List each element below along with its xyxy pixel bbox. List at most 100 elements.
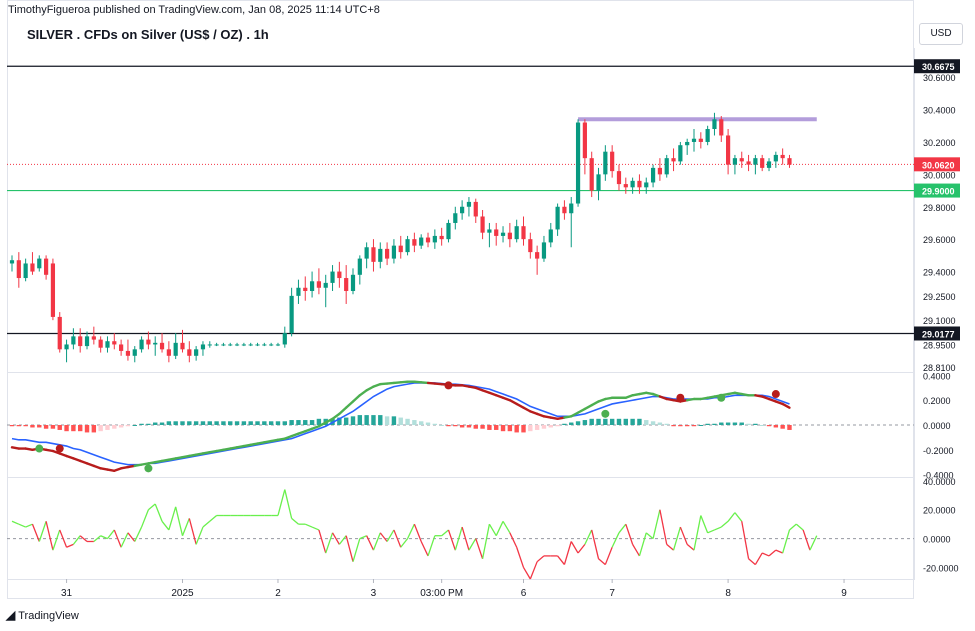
macd-histogram-bar — [159, 422, 165, 425]
oscillator-axis-tick: 0.0000 — [923, 535, 951, 545]
macd-cross-marker — [771, 390, 780, 399]
macd-line-segment — [590, 400, 600, 407]
price-axis-tick: 28.8100 — [923, 363, 956, 373]
macd-line-segment — [65, 454, 75, 460]
time-axis-tick: 03:00 PM — [420, 588, 463, 599]
candle-body — [487, 229, 492, 233]
oscillator-line-segment — [604, 547, 613, 565]
macd-histogram-bar — [98, 425, 103, 432]
oscillator-line-segment — [120, 532, 129, 548]
macd-histogram-bar — [78, 425, 83, 432]
macd-line-segment — [372, 382, 382, 388]
tradingview-brand[interactable]: ◢ TradingView — [6, 608, 79, 622]
macd-histogram-bar — [371, 415, 376, 425]
macd-histogram-bar — [166, 421, 172, 425]
currency-button[interactable]: USD — [919, 23, 963, 45]
macd-line-segment — [338, 406, 348, 416]
candle-body — [269, 344, 274, 346]
oscillator-line-segment — [461, 526, 470, 551]
macd-histogram-bar — [23, 425, 28, 427]
candle-body — [214, 344, 219, 346]
candle — [439, 227, 444, 246]
candle-body — [521, 226, 526, 240]
candle-body — [364, 247, 369, 259]
symbol-title[interactable]: SILVER . CFDs on Silver (US$ / OZ) . 1h — [27, 27, 269, 42]
candle — [139, 336, 144, 353]
oscillator-line-segment — [454, 526, 463, 551]
candle — [207, 341, 212, 348]
oscillator-line-segment — [618, 523, 627, 534]
candle — [398, 235, 403, 259]
candle-body — [57, 316, 62, 350]
candle-body — [589, 158, 594, 191]
time-axis-tick: 9 — [841, 588, 847, 599]
candle — [589, 151, 594, 198]
macd-line-segment — [508, 399, 518, 406]
macd-axis-tick: 0.0000 — [923, 421, 951, 431]
macd-histogram-bar — [268, 421, 274, 425]
candle-body — [548, 229, 553, 243]
candle-body — [685, 141, 690, 146]
candle — [630, 177, 635, 194]
oscillator-line-segment — [366, 535, 375, 551]
oscillator-line-segment — [413, 523, 422, 542]
macd-histogram-bar — [316, 418, 322, 425]
candle-body — [234, 344, 240, 346]
macd-histogram-bar — [289, 420, 294, 425]
candle — [453, 206, 458, 230]
macd-line-segment — [761, 395, 771, 401]
macd-histogram-bar — [112, 425, 117, 429]
macd-histogram-bar — [773, 425, 779, 428]
candle — [487, 222, 492, 248]
candle-body — [678, 145, 683, 162]
candle — [480, 210, 485, 240]
candle — [364, 242, 369, 269]
macd-histogram-bar — [671, 425, 676, 427]
candle-body — [112, 341, 117, 345]
oscillator-line-segment — [632, 544, 640, 557]
candle-body — [514, 226, 519, 240]
macd-line-segment — [317, 421, 327, 428]
macd-cross-marker — [676, 393, 685, 402]
candle-body — [610, 151, 615, 172]
candle — [289, 287, 294, 337]
candle-body — [330, 271, 335, 283]
oscillator-line-segment — [379, 532, 388, 542]
macd-histogram-bar — [384, 416, 390, 425]
macd-histogram-bar — [309, 420, 315, 425]
current-price-label: 30.0620 — [922, 160, 955, 170]
oscillator-line-segment — [516, 547, 525, 568]
candle-body — [569, 203, 574, 214]
macd-histogram-bar — [650, 421, 656, 425]
price-axis-tick: 30.4000 — [923, 106, 956, 116]
candle — [664, 154, 669, 178]
macd-histogram-bar — [153, 422, 158, 425]
candle — [234, 342, 240, 347]
candle-body — [698, 138, 703, 142]
macd-cross-marker — [144, 464, 153, 473]
macd-histogram-bar — [343, 417, 349, 425]
macd-histogram-bar — [473, 425, 478, 429]
macd-histogram-bar — [582, 420, 588, 425]
level-price-label: 29.0177 — [922, 329, 955, 339]
oscillator-line-segment — [475, 538, 484, 560]
macd-line-segment — [344, 400, 355, 409]
candle-body — [228, 344, 233, 346]
oscillator-line-segment — [134, 526, 143, 542]
oscillator-line-segment — [318, 529, 327, 554]
oscillator-line-segment — [591, 529, 600, 559]
macd-line-segment — [658, 395, 668, 401]
macd-axis-tick: 0.4000 — [923, 371, 951, 381]
oscillator-line-segment — [106, 529, 115, 540]
macd-histogram-bar — [644, 420, 649, 425]
oscillator-line-segment — [625, 523, 634, 545]
candle-body — [460, 206, 465, 214]
candle-body — [398, 245, 403, 253]
candle — [146, 331, 151, 350]
macd-histogram-bar — [569, 422, 574, 425]
candle — [603, 145, 608, 181]
candle — [173, 333, 178, 360]
oscillator-line-segment — [748, 558, 756, 566]
macd-histogram-bar — [453, 425, 458, 427]
